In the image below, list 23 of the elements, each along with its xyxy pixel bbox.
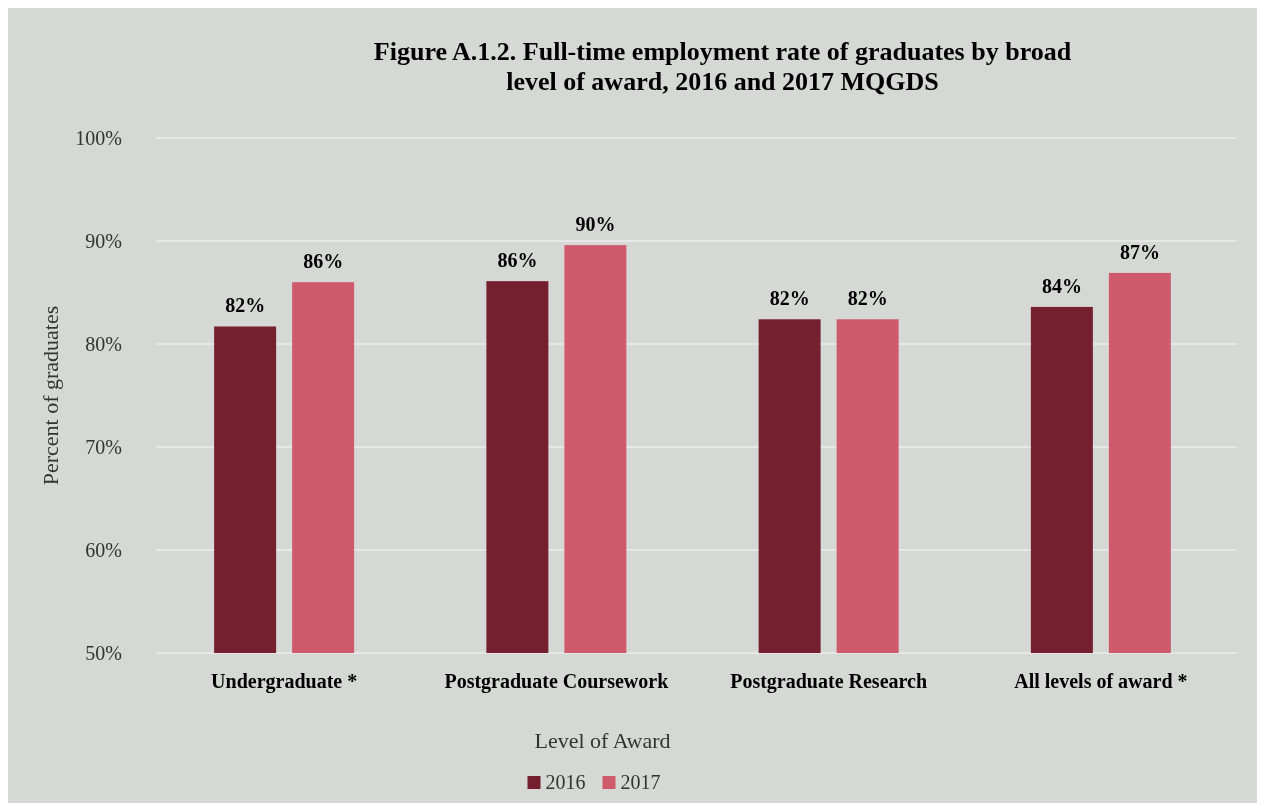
data-label: 90% [575, 213, 616, 236]
x-tick-label: Postgraduate Coursework [444, 670, 670, 693]
data-label: 86% [303, 250, 344, 273]
data-label: 82% [225, 294, 266, 317]
y-tick-label: 60% [85, 539, 122, 561]
legend-label: 2016 [545, 771, 586, 793]
data-label: 82% [847, 287, 888, 310]
y-tick-label: 70% [85, 436, 122, 458]
y-tick-label: 50% [85, 642, 122, 664]
y-tick-label: 80% [85, 333, 122, 355]
x-tick-label: All levels of award * [1014, 670, 1188, 692]
x-tick-label: Undergraduate * [211, 670, 358, 693]
data-label: 86% [497, 249, 538, 272]
legend-label: 2017 [620, 771, 661, 793]
y-tick-label: 90% [85, 230, 122, 252]
data-label: 84% [1041, 274, 1082, 297]
x-axis-title: Level of Award [534, 728, 671, 753]
data-label: 87% [1119, 240, 1160, 263]
data-label: 82% [769, 287, 810, 310]
chart-title: Figure A.1.2. Full-time employment rate of graduates by broad level of award, 2016 and 2017 MQGDS [373, 37, 1072, 96]
x-tick-label: Postgraduate Research [730, 670, 928, 693]
y-axis-title: Percent of graduates [38, 305, 63, 486]
y-tick-label: 100% [75, 127, 122, 149]
